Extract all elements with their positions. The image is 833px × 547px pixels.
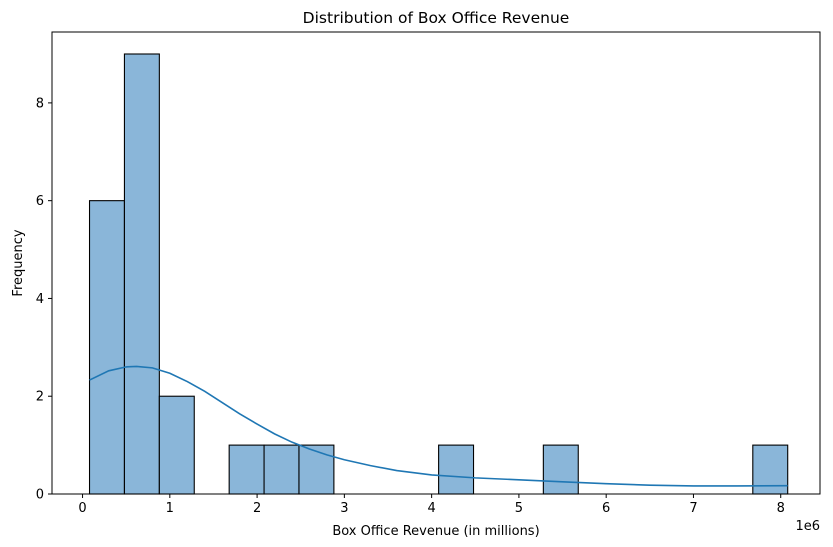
histogram-bar xyxy=(752,444,789,495)
x-tick-label: 3 xyxy=(340,501,348,516)
x-axis-offset-label: 1e6 xyxy=(795,519,820,534)
x-tick-label: 2 xyxy=(253,501,261,516)
x-tick-label: 4 xyxy=(427,501,435,516)
y-axis-ticks: 0 2 4 6 8 xyxy=(36,96,52,503)
histogram-bar xyxy=(438,444,475,495)
histogram-bar xyxy=(298,444,335,495)
y-tick-label: 4 xyxy=(36,292,44,307)
x-tick-label: 5 xyxy=(515,501,523,516)
x-tick-label: 7 xyxy=(689,501,697,516)
y-tick-label: 8 xyxy=(36,96,44,111)
histogram-bar xyxy=(263,444,300,495)
histogram-bar xyxy=(158,395,195,495)
y-tick-label: 6 xyxy=(36,194,44,209)
x-tick-label: 8 xyxy=(777,501,785,516)
x-tick-label: 6 xyxy=(602,501,610,516)
axes-frame xyxy=(51,31,821,495)
kde-curve xyxy=(89,365,788,487)
x-axis-ticks: 0 1 2 3 4 5 6 7 8 xyxy=(78,494,785,516)
y-axis-label: Frequency xyxy=(11,229,26,296)
y-tick-label: 0 xyxy=(36,488,44,503)
histogram-bar xyxy=(542,444,579,495)
bars-group xyxy=(88,53,789,495)
x-tick-label: 1 xyxy=(166,501,174,516)
histogram-bar xyxy=(123,53,160,495)
x-axis-label: Box Office Revenue (in millions) xyxy=(332,524,539,539)
x-tick-label: 0 xyxy=(78,501,86,516)
histogram-bar xyxy=(88,200,125,495)
histogram-bar xyxy=(228,444,265,495)
y-tick-label: 2 xyxy=(36,390,44,405)
chart-title: Distribution of Box Office Revenue xyxy=(303,9,570,27)
